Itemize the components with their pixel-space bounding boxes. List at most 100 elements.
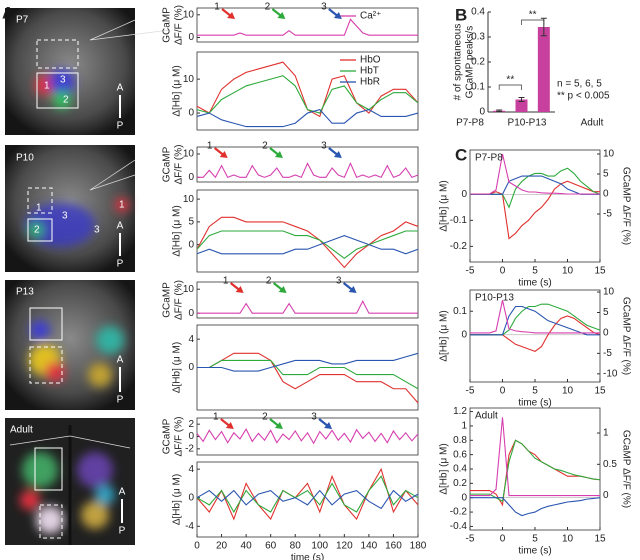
x-tick-label: 15: [594, 386, 606, 397]
series-line: [470, 167, 601, 209]
y2-tick-label: 0: [603, 328, 609, 339]
y-tick-label: 0: [479, 107, 485, 118]
image-label: P10: [16, 153, 34, 164]
arrow-head: [235, 286, 244, 293]
y-tick-label: 4: [188, 334, 194, 345]
series-line: [470, 417, 600, 497]
x-tick-label: 15: [594, 266, 606, 277]
arrow-head: [219, 151, 228, 158]
y-tick-label: 0: [188, 172, 194, 183]
plot-frame: [469, 289, 601, 383]
annotation: 2: [265, 2, 271, 13]
plot-frame: [469, 149, 601, 263]
region-label: 1: [44, 81, 50, 92]
y-tick-label: 0.4: [471, 7, 485, 18]
series-line: [196, 427, 419, 445]
y-tick-label: 0: [188, 239, 194, 250]
y-tick-label: -0.2: [450, 241, 468, 252]
series-line: [197, 161, 419, 179]
bar: [515, 99, 528, 112]
axis-label: GCaMP: [162, 282, 173, 318]
annotation: 3: [336, 276, 342, 287]
x-tick-label: 10: [562, 266, 574, 277]
axis-label: GCaMP: [162, 146, 173, 182]
y-tick-label: 5: [188, 217, 194, 228]
y-tick-label: 0: [188, 362, 194, 373]
x-tick-label: 0: [500, 534, 506, 545]
error-bar: [496, 109, 503, 112]
x-tick-label: 10: [562, 534, 574, 545]
axis-label: GCaMP ΔF/F (%): [620, 167, 631, 245]
annotation: 2: [262, 141, 268, 152]
orientation-label: A: [117, 355, 124, 366]
region-label: 1: [119, 200, 125, 211]
series-line: [196, 75, 419, 114]
arrow-head: [277, 12, 286, 19]
axis-label: GCaMP: [162, 418, 173, 454]
y-tick-label: 0.3: [471, 32, 485, 43]
plot-frame: [196, 324, 419, 411]
series-line: [470, 175, 600, 195]
bracket: [521, 19, 545, 25]
annotation: 1: [214, 2, 220, 13]
region-label: 2: [34, 225, 40, 236]
orientation-label: A: [119, 487, 126, 498]
y-tick-label: 0.2: [453, 478, 467, 489]
y-tick-label: -0.4: [450, 521, 468, 532]
y2-tick-label: -10: [603, 368, 618, 379]
legend-label: HbR: [360, 77, 380, 88]
y-tick-label: 0: [188, 431, 194, 442]
axis-label: ΔF/F (%): [174, 144, 185, 184]
y-tick-label: 2: [188, 419, 194, 430]
bar: [537, 27, 550, 112]
x-axis-label: time (s): [518, 398, 551, 409]
axis-label: ΔF/F (%): [174, 416, 185, 456]
annotation: 1: [207, 141, 213, 152]
image-label: P13: [16, 287, 34, 298]
y-tick-label: 0: [461, 492, 467, 503]
plot-frame: [196, 146, 419, 183]
x-tick-label: 10: [562, 386, 574, 397]
y-tick-label: -0.2: [450, 507, 468, 518]
series-line: [196, 109, 419, 128]
region-label: 3: [62, 211, 68, 222]
x-tick-label: -5: [466, 266, 475, 277]
y2-tick-label: 10: [603, 149, 615, 160]
chart-title: P10-P13: [475, 293, 514, 304]
plot-frame: [196, 51, 419, 131]
panel-label: C: [455, 145, 467, 164]
y-tick-label: 0: [461, 329, 467, 340]
annotation: 1: [223, 276, 229, 287]
error-bar: [518, 97, 525, 102]
x-axis-label: time (s): [518, 546, 551, 557]
arrow-head: [274, 151, 283, 158]
axis-label: Δ[Hb] (μ M): [172, 474, 183, 525]
y-tick-label: -4: [185, 521, 194, 532]
region-label: 1: [36, 203, 42, 214]
x-tick-label: 0: [500, 386, 506, 397]
chart-title: Adult: [475, 411, 498, 422]
image-label: Adult: [10, 425, 33, 436]
legend-label: HbO: [360, 55, 381, 66]
y-tick-label: 10: [183, 149, 195, 160]
series-line: [196, 61, 419, 118]
bracket: [498, 84, 522, 90]
x-axis-label: time (s): [291, 553, 324, 560]
annotation: **: [529, 10, 537, 21]
y-tick-label: 0: [188, 492, 194, 503]
chart-title: P7-P8: [475, 153, 503, 164]
y-tick-label: -0.1: [450, 215, 468, 226]
y-tick-label: 10: [183, 74, 195, 85]
axis-label: ΔF/F (%): [174, 280, 185, 320]
y-tick-label: 10: [183, 9, 195, 20]
x-tick-label: 0: [500, 266, 506, 277]
annotation: 3: [321, 141, 327, 152]
axis-label: Δ[Hb] (μ M): [439, 443, 450, 494]
series-line: [197, 359, 419, 390]
orientation-label: P: [117, 121, 124, 132]
y2-tick-label: 0: [603, 490, 609, 501]
y2-tick-label: 5: [603, 307, 609, 318]
y-tick-label: 0.6: [453, 449, 467, 460]
x-tick-label: 100: [311, 541, 328, 552]
